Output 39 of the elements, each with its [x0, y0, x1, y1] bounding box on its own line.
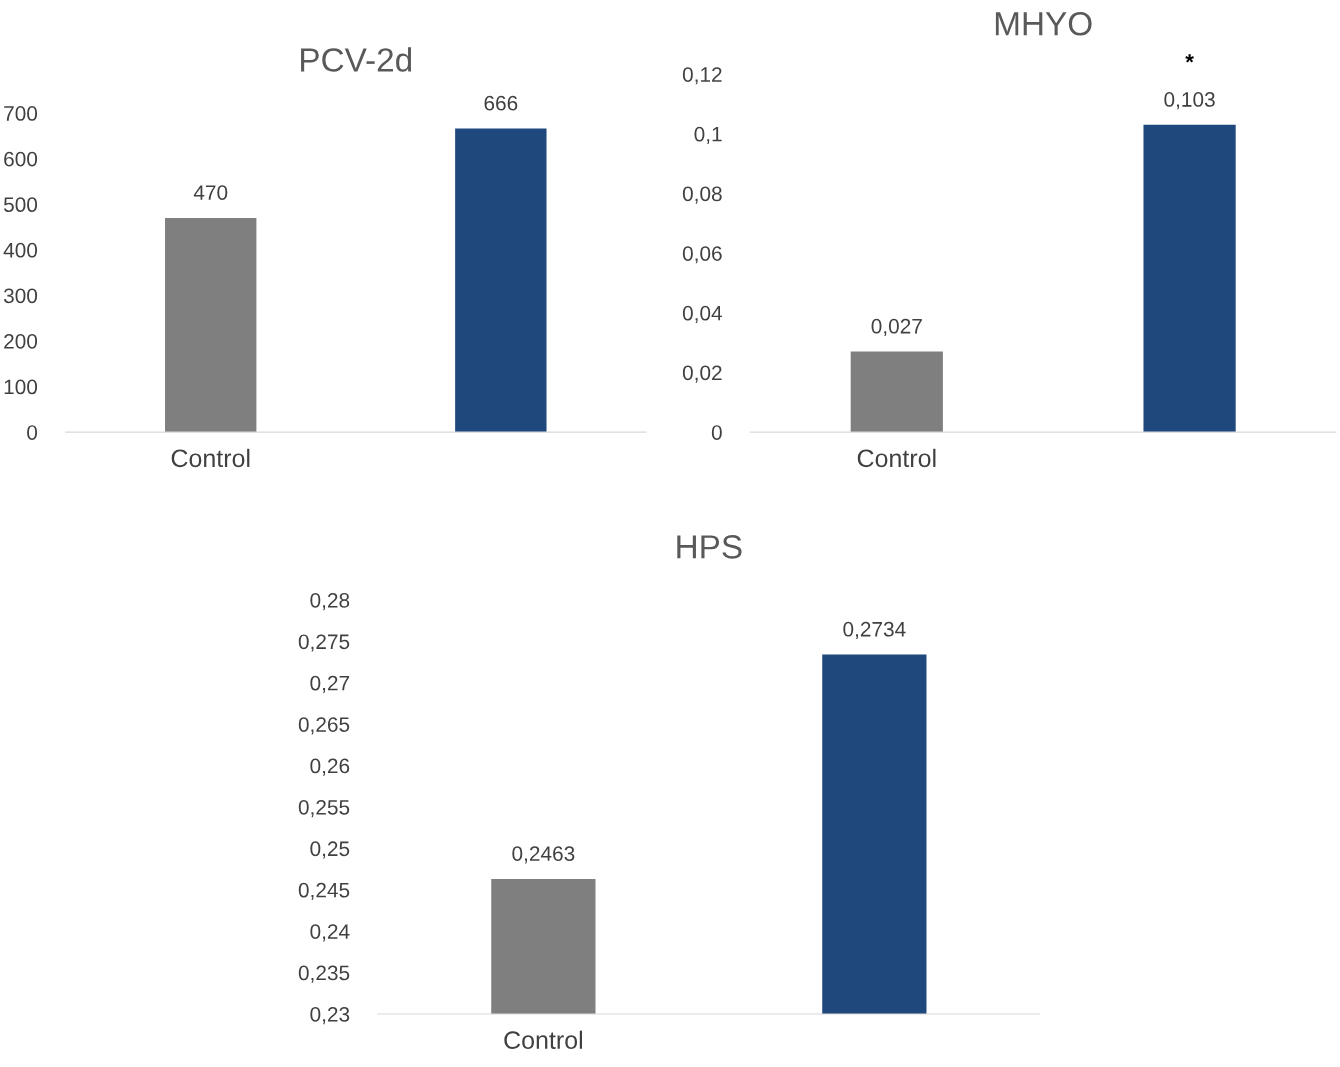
chart-title: PCV-2d [301, 47, 412, 72]
y-tick-label: 0,02 [682, 365, 722, 383]
y-tick-label: 0,23 [310, 1006, 350, 1025]
data-label: 0,027 [871, 318, 922, 337]
x-tick-label: Control [857, 448, 936, 468]
y-tick-label: 0,26 [310, 758, 350, 776]
y-tick-label: 700 [4, 106, 38, 121]
x-tick-label: Control [504, 1030, 582, 1049]
y-tick-label: 0,265 [298, 717, 350, 735]
x-tick-label: Control [171, 448, 250, 468]
data-label: 0,2734 [843, 621, 906, 640]
y-tick-label: 200 [4, 333, 38, 349]
y-tick-label: 0 [711, 425, 722, 440]
chart-title: HPS [677, 535, 742, 559]
data-label: 0,2463 [512, 846, 575, 864]
y-tick-label: 0,25 [310, 841, 350, 859]
y-tick-label: 0,12 [682, 67, 722, 85]
y-tick-label: 400 [3, 242, 38, 258]
y-tick-label: 0 [27, 425, 38, 440]
y-tick-label: 0,275 [298, 634, 350, 652]
data-label: 666 [484, 95, 518, 111]
y-tick-label: 0,1 [694, 126, 722, 145]
y-tick-label: 0,04 [682, 305, 723, 324]
chart-title: MHYO [995, 11, 1092, 36]
y-tick-label: 0,28 [310, 592, 350, 611]
y-tick-label: 0,27 [310, 675, 350, 693]
y-tick-label: 300 [3, 288, 38, 304]
y-tick-label: 0,24 [310, 924, 350, 942]
y-tick-label: 0,06 [682, 246, 722, 264]
y-tick-label: 100 [4, 379, 38, 395]
y-tick-label: 500 [3, 197, 38, 213]
y-tick-label: 0,08 [682, 186, 722, 204]
data-label: 470 [193, 185, 228, 200]
data-label: 0,103 [1164, 92, 1215, 110]
y-tick-label: 0,255 [298, 799, 350, 818]
y-tick-label: 0,235 [298, 965, 350, 983]
y-tick-label: 600 [4, 151, 38, 167]
y-tick-label: 0,245 [298, 882, 350, 900]
text: * [1185, 54, 1194, 63]
